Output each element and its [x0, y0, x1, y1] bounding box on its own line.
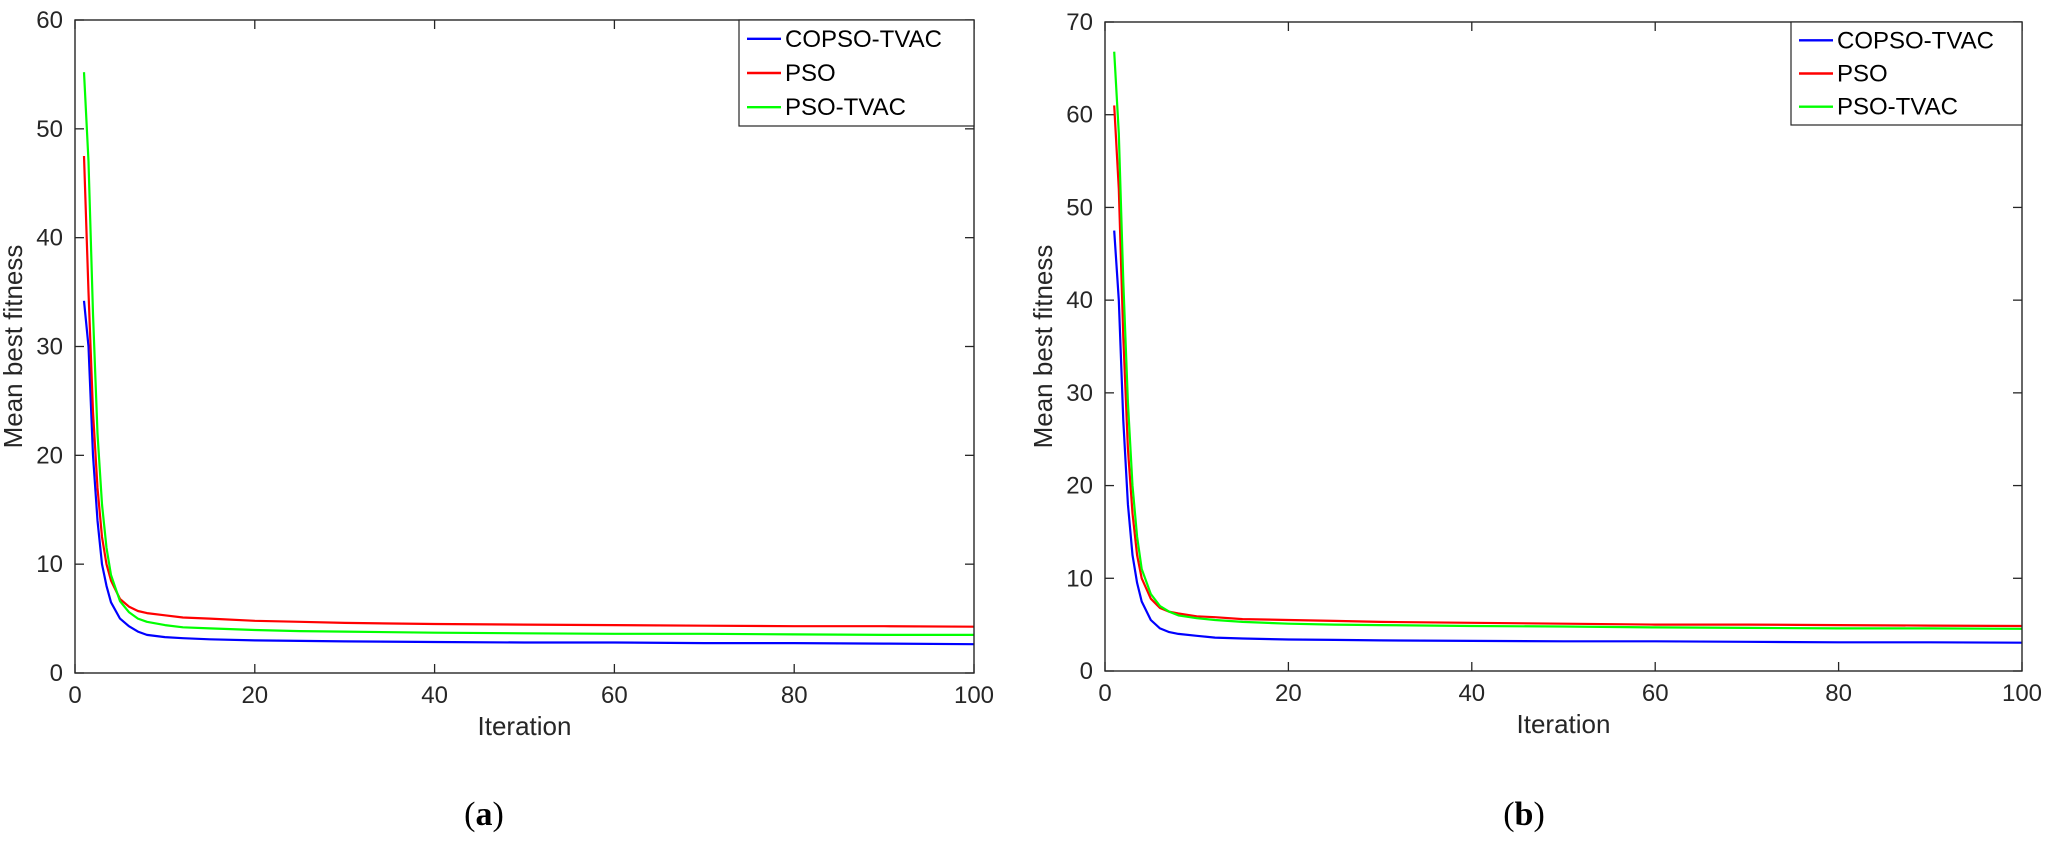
series-line-copso-tvac — [82, 300, 975, 646]
x-tick-label: 100 — [954, 682, 994, 709]
legend-label: COPSO-TVAC — [1837, 27, 1994, 54]
y-tick-label: 20 — [1066, 473, 1093, 500]
legend-label: PSO — [785, 60, 836, 87]
y-tick-label: 40 — [1066, 287, 1093, 314]
chart-b: 0 20 40 60 80 100 0 10 20 30 40 50 60 70 Iteration Mean… — [1028, 9, 2042, 739]
x-tick-label: 80 — [1825, 680, 1852, 707]
x-axis-label: Iteration — [1517, 709, 1611, 739]
panel-b-caption: (b) — [1503, 796, 1545, 833]
y-tick-label: 10 — [36, 551, 63, 578]
axes-box — [74, 19, 975, 674]
y-tick-label: 50 — [1066, 194, 1093, 221]
y-tick-label: 40 — [36, 225, 63, 252]
legend-label: PSO-TVAC — [1837, 94, 1958, 121]
legend: COPSO-TVAC PSO PSO-TVAC — [1790, 21, 2023, 126]
legend-label: PSO-TVAC — [785, 94, 906, 121]
x-tick-label: 0 — [68, 682, 81, 709]
y-tick-label: 10 — [1066, 565, 1093, 592]
series-line-copso-tvac — [1113, 230, 2023, 644]
y-axis-label: Mean best fitness — [0, 245, 28, 449]
legend-label: COPSO-TVAC — [785, 26, 942, 53]
x-tick-label: 20 — [1275, 680, 1302, 707]
y-tick-label: 60 — [1066, 102, 1093, 129]
legend-label: PSO — [1837, 61, 1888, 88]
x-tick-label: 100 — [2002, 680, 2042, 707]
axes-box — [1104, 21, 2023, 672]
x-tick-label: 60 — [601, 682, 628, 709]
y-tick-label: 20 — [36, 442, 63, 469]
chart-a: 0 20 40 60 80 100 0 10 20 30 40 50 60 Iteration Mean b… — [0, 7, 994, 741]
x-tick-label: 40 — [421, 682, 448, 709]
y-tick-label: 30 — [1066, 380, 1093, 407]
y-tick-label: 70 — [1066, 9, 1093, 36]
series-line-pso-tvac — [82, 72, 974, 637]
y-tick-label: 50 — [36, 116, 63, 143]
series-line-pso-tvac — [1113, 51, 2023, 630]
y-tick-label: 0 — [50, 660, 63, 687]
x-tick-label: 60 — [1642, 680, 1669, 707]
y-tick-label: 60 — [36, 7, 63, 34]
series-line-pso — [1113, 105, 2023, 628]
y-tick-label: 30 — [36, 334, 63, 361]
legend: COPSO-TVAC PSO PSO-TVAC — [738, 19, 975, 127]
x-tick-label: 80 — [781, 682, 808, 709]
series-line-pso — [82, 155, 975, 628]
plot-area — [1105, 22, 2022, 671]
x-tick-label: 0 — [1098, 680, 1111, 707]
x-tick-label: 40 — [1458, 680, 1485, 707]
y-axis-label: Mean best fitness — [1028, 245, 1058, 449]
x-tick-label: 20 — [241, 682, 268, 709]
x-axis-label: Iteration — [478, 711, 572, 741]
y-tick-label: 0 — [1080, 658, 1093, 685]
plot-area — [75, 20, 974, 673]
panel-a-caption: (a) — [464, 796, 504, 833]
